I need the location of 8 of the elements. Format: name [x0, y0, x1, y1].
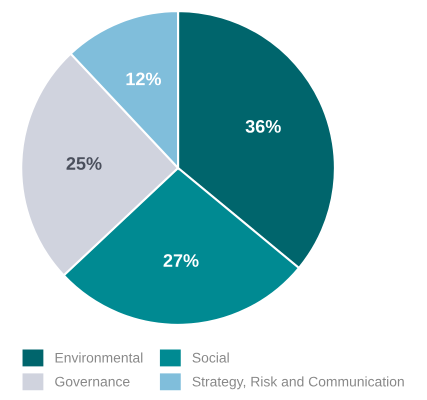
legend-label: Environmental [56, 352, 142, 363]
data-label: 25% [66, 157, 102, 170]
legend-label: Strategy, Risk and Communication [192, 376, 404, 390]
legend-label: Social [192, 352, 229, 363]
legend-label: Governance [55, 376, 130, 387]
data-label: 27% [164, 254, 199, 267]
data-label: 36% [246, 120, 281, 133]
data-label: 12% [126, 72, 162, 86]
